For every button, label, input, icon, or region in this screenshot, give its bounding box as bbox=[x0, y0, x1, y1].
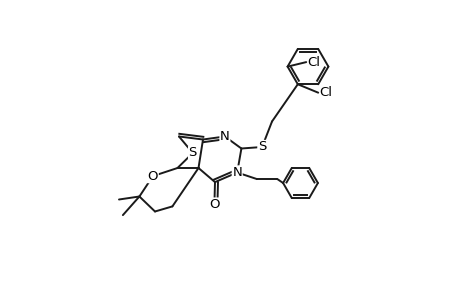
Text: N: N bbox=[219, 130, 230, 143]
Text: Cl: Cl bbox=[319, 86, 331, 99]
Text: S: S bbox=[188, 146, 196, 160]
Text: Cl: Cl bbox=[307, 56, 319, 69]
Text: N: N bbox=[232, 166, 241, 179]
Text: O: O bbox=[147, 169, 158, 183]
Text: S: S bbox=[257, 140, 266, 154]
Text: O: O bbox=[209, 198, 219, 211]
